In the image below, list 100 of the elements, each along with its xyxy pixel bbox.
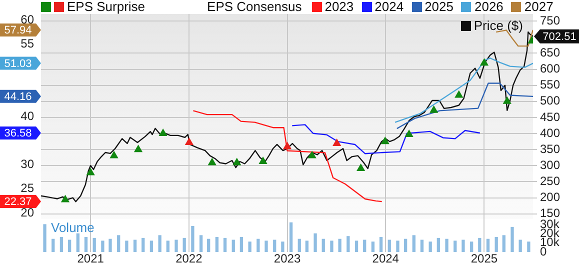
bar xyxy=(412,235,416,252)
bar xyxy=(264,240,268,252)
y-tick-label: 55 xyxy=(20,36,34,50)
y-tick-label: 30 xyxy=(20,157,34,172)
y2-tick-label: 200 xyxy=(540,190,560,204)
bar xyxy=(166,240,170,252)
legend-label: EPS Surprise xyxy=(67,0,146,14)
bar xyxy=(199,235,203,252)
bar xyxy=(182,238,186,252)
point xyxy=(480,58,488,66)
bar xyxy=(527,242,530,252)
bar xyxy=(101,240,104,252)
bar xyxy=(396,240,400,252)
x-tick-label: 2022 xyxy=(176,252,203,264)
text: 36.58 xyxy=(4,128,32,140)
text: 57.94 xyxy=(4,24,32,36)
data-label: 702.51 xyxy=(542,30,576,43)
y2-tick-label: 450 xyxy=(540,110,560,124)
bar xyxy=(322,238,325,252)
point xyxy=(86,168,95,176)
y2-tick-label: 400 xyxy=(540,126,560,140)
bar xyxy=(494,237,498,252)
bar xyxy=(223,238,227,252)
bar xyxy=(117,235,120,252)
bar xyxy=(404,238,408,252)
y2-tick-label: 500 xyxy=(540,94,560,108)
bar xyxy=(215,237,219,252)
bar xyxy=(240,237,244,252)
bar xyxy=(158,235,162,252)
bar xyxy=(436,238,440,252)
y2-tick-label: 250 xyxy=(540,174,560,188)
bar xyxy=(478,238,482,252)
bar xyxy=(420,240,424,252)
bar xyxy=(52,238,55,252)
point xyxy=(503,96,512,104)
point xyxy=(308,151,316,158)
bar xyxy=(76,233,80,252)
bar xyxy=(174,240,178,252)
bar xyxy=(502,235,506,252)
legend-label: 2024 xyxy=(374,0,404,14)
bar xyxy=(142,238,145,252)
y-tick-label: 40 xyxy=(20,108,34,123)
bar xyxy=(371,242,375,252)
chart-title: Volume xyxy=(51,220,94,235)
bar xyxy=(314,233,317,252)
y2-tick-label: 300 xyxy=(540,158,560,172)
legend-title: EPS Consensus xyxy=(207,0,302,14)
bar xyxy=(150,240,154,252)
bar xyxy=(68,240,72,252)
bar xyxy=(428,242,432,252)
text: 51.03 xyxy=(4,58,32,70)
bar xyxy=(354,240,358,252)
point xyxy=(110,151,118,158)
bar xyxy=(518,240,522,252)
legend-label: 2027 xyxy=(524,0,554,14)
bar xyxy=(273,240,276,252)
bar xyxy=(108,238,112,252)
bar xyxy=(338,238,342,252)
y2-tick-label: 750 xyxy=(540,13,560,28)
bar xyxy=(298,238,301,252)
x-tick-label: 2023 xyxy=(274,252,301,264)
y-tick-label: 25 xyxy=(20,181,34,196)
point xyxy=(159,129,168,136)
point xyxy=(430,106,438,113)
point xyxy=(332,138,341,146)
bar xyxy=(133,240,137,252)
y2-tick-label: 150 xyxy=(540,206,560,220)
bar xyxy=(43,224,46,252)
point xyxy=(259,156,267,164)
point xyxy=(356,164,365,172)
bar xyxy=(84,237,88,252)
bar xyxy=(191,226,194,252)
bar xyxy=(470,242,474,252)
y2-tick-label: 600 xyxy=(540,62,560,76)
bar xyxy=(125,240,128,252)
bar xyxy=(510,226,514,252)
text: 44.16 xyxy=(4,90,32,103)
bar xyxy=(445,238,448,252)
legend-label: 2023 xyxy=(324,0,354,14)
bar xyxy=(486,238,490,252)
bar xyxy=(454,240,457,252)
y2-tick-label: 350 xyxy=(540,142,560,156)
y2-tick-label: 650 xyxy=(540,46,560,60)
point xyxy=(454,90,463,98)
legend-label: Price ($) xyxy=(474,18,523,33)
point xyxy=(232,158,241,166)
bar xyxy=(305,240,309,252)
x-tick-label: 2025 xyxy=(470,252,498,264)
point xyxy=(185,138,194,146)
y2-tick-label: 550 xyxy=(540,78,560,92)
point xyxy=(134,145,142,152)
point xyxy=(283,142,292,150)
point xyxy=(61,195,70,202)
bar xyxy=(232,240,235,252)
bar xyxy=(92,238,96,252)
bar xyxy=(388,240,391,252)
bar xyxy=(207,238,210,252)
bar xyxy=(281,242,284,252)
bar xyxy=(248,242,252,252)
bar xyxy=(60,237,64,252)
